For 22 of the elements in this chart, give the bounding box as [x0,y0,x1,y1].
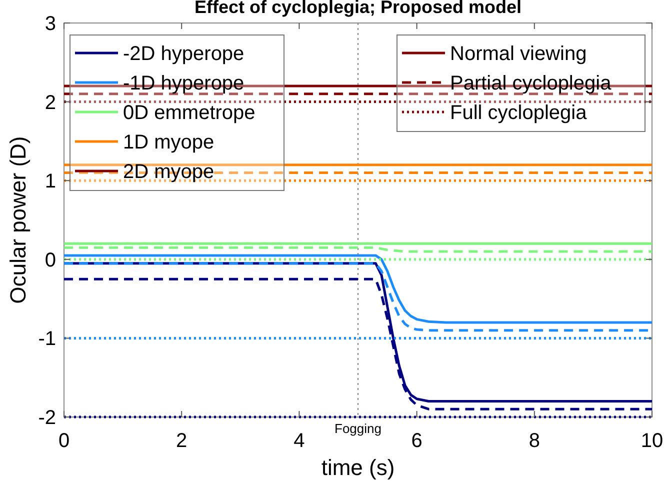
line-series [62,254,654,324]
x-tick-label: 0 [58,430,70,452]
chart-title: Effect of cycloplegia; Proposed model [194,0,522,17]
x-tick-label: 2 [176,430,188,452]
legend-label: 0D emmetrope [123,102,256,124]
y-tick-label: 0 [44,249,56,272]
legend-label: Full cycloplegia [450,102,588,124]
y-axis-title: Ocular power (D) [6,136,31,304]
x-tick-label: 4 [294,430,305,452]
y-tick-label: 1 [44,170,56,193]
y-tick-label: 3 [44,13,56,35]
annotation: Normal viewing [450,43,587,65]
x-tick-label: 6 [411,430,422,452]
x-axis-title: time (s) [321,455,395,480]
legend-label: -2D hyperope [123,43,244,65]
legend-label: 1D myope [123,132,214,154]
x-tick-label: 10 [640,430,664,452]
y-tick-label: -1 [38,328,56,350]
ref-line-label: Fogging [334,421,382,436]
x-tick-label: 8 [528,430,540,452]
y-tick-label: -2 [38,407,56,429]
y-tick-label: 2 [44,92,56,114]
